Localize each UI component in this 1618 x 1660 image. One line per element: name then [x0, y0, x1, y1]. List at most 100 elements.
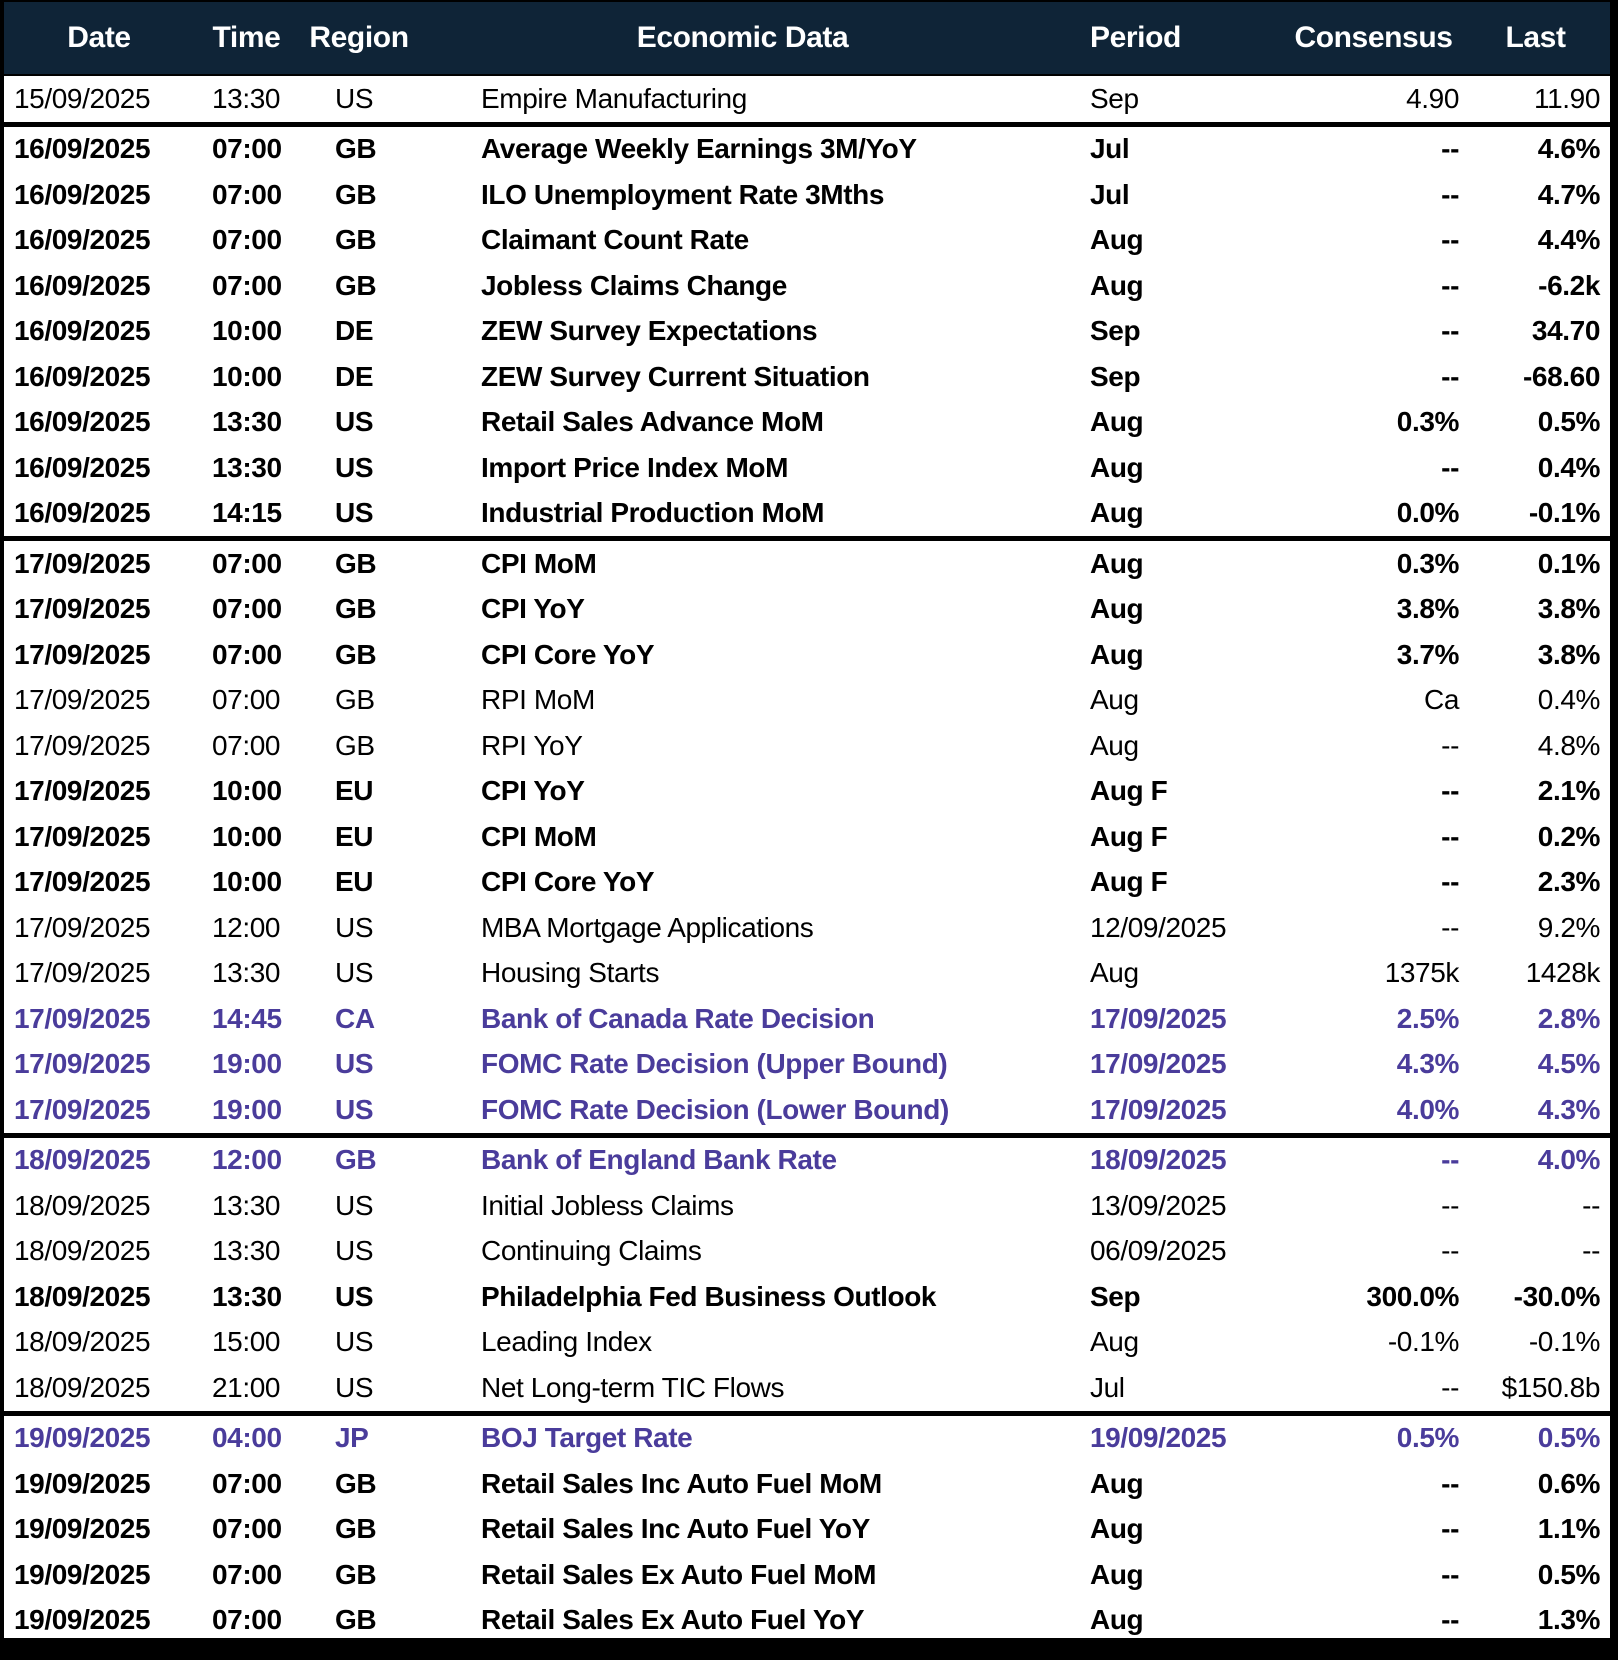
cell-period: Aug: [1090, 406, 1144, 438]
cell-last: 1428k: [1525, 957, 1601, 989]
table-row: 17/09/2025 13:30 US Housing Starts Aug 1…: [4, 951, 1610, 997]
cell-time: 10:00: [212, 360, 282, 392]
cell-economic-data: Empire Manufacturing: [419, 74, 1066, 124]
cell-time: 10:00: [212, 315, 282, 347]
cell-region: DE: [335, 360, 374, 392]
cell-time: 15:00: [212, 1326, 281, 1358]
cell-date: 19/09/2025: [14, 1558, 151, 1590]
cell-time: 13:30: [212, 406, 282, 438]
header-date: Date: [4, 2, 194, 75]
cell-date: 17/09/2025: [14, 957, 151, 989]
cell-economic-data: Claimant Count Rate: [481, 224, 749, 256]
table-row: 18/09/2025 12:00 GB Bank of England Bank…: [4, 1132, 1610, 1183]
cell-region: GB: [335, 684, 375, 716]
cell-consensus: --: [1441, 360, 1459, 392]
cell-time: 07:00: [212, 1467, 282, 1499]
cell-time: 04:00: [194, 1410, 299, 1461]
cell-date: 18/09/2025: [14, 1280, 151, 1312]
cell-economic-data: Bank of Canada Rate Decision: [481, 1002, 875, 1034]
cell-economic-data: Initial Jobless Claims: [481, 1189, 734, 1221]
cell-time: 13:30: [212, 1280, 282, 1312]
table-row: 17/09/2025 14:45 CA Bank of Canada Rate …: [4, 996, 1610, 1042]
cell-time: 07:00: [212, 178, 282, 210]
cell-region: US: [335, 1280, 374, 1312]
cell-time: 07:00: [212, 729, 281, 761]
cell-consensus: --: [1441, 178, 1459, 210]
cell-time: 07:00: [194, 536, 299, 587]
cell-region: US: [335, 451, 374, 483]
table-row: 17/09/2025 07:00 GB CPI MoM Aug 0.3% 0.1…: [4, 536, 1610, 587]
cell-region: US: [335, 1326, 374, 1358]
cell-consensus: --: [1441, 820, 1459, 852]
cell-economic-data: Leading Index: [481, 1326, 652, 1358]
table-row: 16/09/2025 07:00 GB Jobless Claims Chang…: [4, 263, 1610, 309]
cell-time: 07:00: [212, 1558, 282, 1590]
table-row: 19/09/2025 07:00 GB Retail Sales Inc Aut…: [4, 1507, 1610, 1553]
cell-time: 21:00: [212, 1371, 281, 1403]
cell-date: 18/09/2025: [4, 1132, 194, 1183]
cell-consensus: 0.0%: [1396, 497, 1460, 529]
cell-economic-data: Jobless Claims Change: [481, 269, 787, 301]
cell-date: 18/09/2025: [14, 1235, 151, 1267]
cell-date: 16/09/2025: [14, 269, 151, 301]
table-row: 18/09/2025 13:30 US Philadelphia Fed Bus…: [4, 1274, 1610, 1320]
cell-consensus: 2.5%: [1396, 1002, 1460, 1034]
table-row: 19/09/2025 07:00 GB Retail Sales Inc Aut…: [4, 1461, 1610, 1507]
cell-economic-data: CPI MoM: [481, 820, 597, 852]
cell-period: Aug: [1090, 1513, 1144, 1545]
cell-last: -30.0%: [1513, 1280, 1601, 1312]
cell-period: 12/09/2025: [1090, 911, 1227, 943]
cell-last: -0.1%: [1528, 1326, 1601, 1358]
cell-period: Aug: [1090, 269, 1144, 301]
cell-consensus: --: [1441, 775, 1459, 807]
cell-consensus: --: [1441, 1558, 1459, 1590]
cell-time: 07:00: [212, 684, 281, 716]
cell-last: 4.4%: [1537, 224, 1601, 256]
table-row: 17/09/2025 19:00 US FOMC Rate Decision (…: [4, 1042, 1610, 1088]
cell-region: US: [335, 957, 374, 989]
cell-consensus: 0.3%: [1396, 406, 1460, 438]
cell-region: GB: [299, 1132, 419, 1183]
cell-period: Sep: [1090, 360, 1141, 392]
cell-region: GB: [299, 536, 419, 587]
table-row: 16/09/2025 07:00 GB Claimant Count Rate …: [4, 218, 1610, 264]
cell-time: 07:00: [212, 593, 282, 625]
cell-last: 2.1%: [1537, 775, 1601, 807]
cell-time: 12:00: [194, 1132, 299, 1183]
cell-economic-data: CPI Core YoY: [481, 866, 655, 898]
cell-consensus: --: [1441, 1604, 1459, 1636]
cell-time: 07:00: [212, 1513, 282, 1545]
table-row: 18/09/2025 15:00 US Leading Index Aug -0…: [4, 1320, 1610, 1366]
cell-period: 19/09/2025: [1066, 1410, 1286, 1461]
header-economic-data: Economic Data: [419, 2, 1066, 75]
cell-consensus: 4.3%: [1396, 1048, 1460, 1080]
cell-consensus: 4.0%: [1396, 1093, 1460, 1125]
cell-last: 2.8%: [1537, 1002, 1601, 1034]
table-row: 17/09/2025 10:00 EU CPI MoM Aug F -- 0.2…: [4, 814, 1610, 860]
cell-date: 17/09/2025: [14, 1002, 151, 1034]
cell-period: 18/09/2025: [1066, 1132, 1286, 1183]
cell-period: 17/09/2025: [1090, 1093, 1227, 1125]
cell-last: 1.1%: [1537, 1513, 1601, 1545]
cell-date: 17/09/2025: [14, 820, 151, 852]
cell-economic-data: Industrial Production MoM: [481, 497, 825, 529]
cell-time: 07:00: [212, 638, 282, 670]
cell-region: US: [335, 1235, 374, 1267]
cell-economic-data: FOMC Rate Decision (Lower Bound): [481, 1093, 949, 1125]
cell-date: 16/09/2025: [14, 406, 151, 438]
cell-last: 34.70: [1531, 315, 1600, 347]
cell-last: 3.8%: [1537, 638, 1601, 670]
cell-time: 07:00: [194, 121, 299, 172]
cell-economic-data: CPI YoY: [481, 775, 585, 807]
table-row: 19/09/2025 07:00 GB Retail Sales Ex Auto…: [4, 1598, 1610, 1644]
cell-consensus: --: [1441, 224, 1459, 256]
cell-economic-data: Bank of England Bank Rate: [419, 1132, 1066, 1183]
cell-economic-data: Retail Sales Ex Auto Fuel MoM: [481, 1558, 876, 1590]
cell-last: 4.0%: [1461, 1132, 1610, 1183]
cell-time: 13:30: [212, 1189, 281, 1221]
cell-last: -6.2k: [1538, 269, 1600, 301]
cell-region: GB: [335, 1604, 377, 1636]
cell-time: 13:30: [212, 1235, 281, 1267]
cell-date: 17/09/2025: [14, 775, 151, 807]
